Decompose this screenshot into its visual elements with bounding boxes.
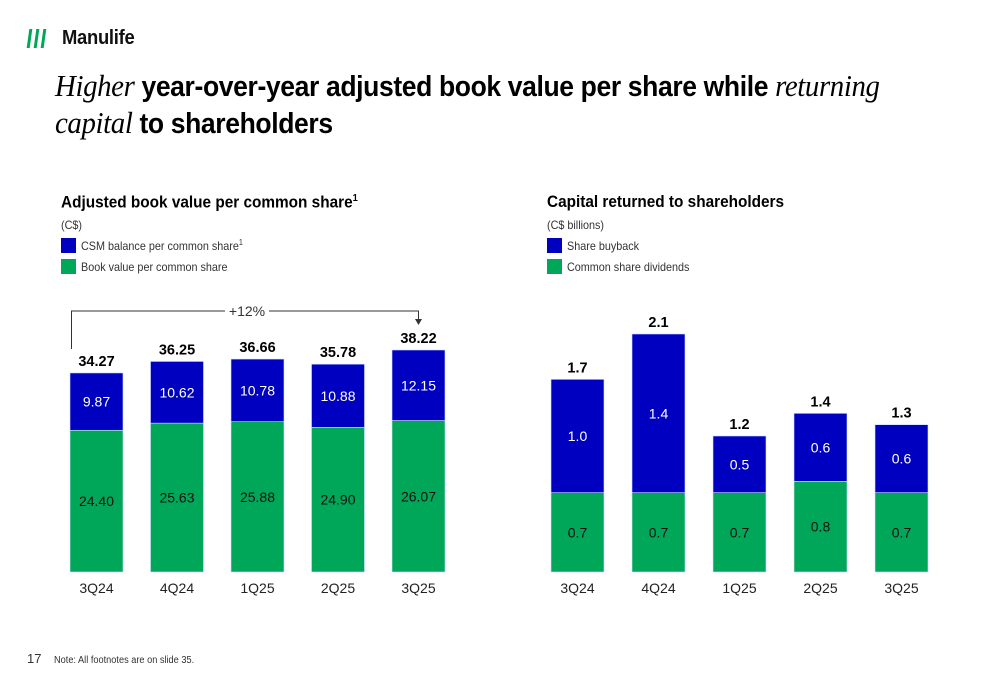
legend-book-value: Book value per common share — [61, 259, 244, 274]
capital-x-tick-label: 2Q25 — [803, 580, 837, 596]
growth-arrow-head-icon — [415, 319, 422, 325]
bvps-data-label: 26.07 — [401, 488, 436, 504]
brand-name: Manulife — [62, 27, 135, 49]
capital-data-label: 0.7 — [730, 524, 750, 540]
bvps-data-label: 10.62 — [159, 384, 194, 400]
bvps-x-tick-label: 3Q25 — [401, 580, 435, 596]
bvps-bar-green — [391, 420, 446, 573]
legend-label: Share buyback — [567, 238, 640, 253]
bvps-total-label: 38.22 — [400, 331, 436, 347]
legend-label: CSM balance per common share — [81, 239, 239, 253]
capital-x-tick-label: 3Q25 — [884, 580, 918, 596]
bvps-total-label: 36.66 — [239, 340, 275, 356]
capital-bar-green — [550, 492, 605, 573]
growth-annotation-label: +12% — [229, 303, 265, 319]
capital-data-label: 0.5 — [730, 456, 750, 472]
capital-bar-green — [631, 492, 686, 573]
capital-total-label: 1.4 — [810, 394, 830, 410]
legend-footnote: 1 — [238, 238, 243, 247]
bvps-total-label: 35.78 — [320, 345, 356, 361]
capital-data-label: 0.7 — [649, 524, 669, 540]
bvps-bar-blue — [150, 361, 204, 424]
legend-label: Common share dividends — [567, 259, 690, 274]
right-chart-title: Capital returned to shareholders — [547, 193, 785, 211]
bvps-data-label: 25.88 — [240, 489, 275, 505]
bvps-data-label: 10.78 — [240, 382, 275, 398]
title-italic-1: Higher — [55, 68, 135, 103]
page-number: 17 — [27, 651, 42, 666]
capital-data-label: 1.4 — [649, 405, 669, 421]
legend-share-buyback: Share buyback — [547, 238, 647, 253]
title-italic-2: returning capital — [55, 68, 880, 140]
capital-total-label: 1.7 — [567, 360, 587, 376]
bvps-data-label: 10.88 — [320, 388, 355, 404]
capital-data-label: 0.6 — [892, 451, 912, 467]
slide-title: Higher year-over-year adjusted book valu… — [55, 68, 892, 142]
left-chart-title-text: Adjusted book value per common share — [61, 193, 353, 212]
capital-data-label: 0.7 — [568, 524, 588, 540]
legend-swatch-green — [547, 259, 562, 274]
bvps-total-label: 36.25 — [159, 342, 195, 358]
legend-swatch-blue — [547, 238, 562, 253]
capital-total-label: 2.1 — [648, 315, 668, 331]
footnote: Note: All footnotes are on slide 35. — [54, 655, 195, 666]
right-chart-unit: (C$ billions) — [547, 218, 605, 232]
capital-data-label: 0.8 — [811, 519, 831, 535]
capital-bar-green — [793, 481, 848, 573]
growth-bracket-right — [269, 310, 419, 320]
capital-data-label: 0.7 — [892, 524, 912, 540]
bvps-data-label: 9.87 — [83, 394, 110, 410]
bvps-bar-blue — [391, 349, 446, 421]
bvps-bar-blue — [230, 358, 285, 422]
capital-total-label: 1.2 — [729, 417, 749, 433]
capital-bar-green — [712, 492, 767, 573]
capital-x-tick-label: 1Q25 — [722, 580, 756, 596]
left-chart-title-footnote: 1 — [352, 193, 358, 204]
legend-label: Book value per common share — [81, 259, 228, 274]
brand-logo: Manulife — [26, 27, 141, 50]
bvps-x-tick-label: 3Q24 — [79, 580, 113, 596]
bvps-data-label: 25.63 — [159, 490, 194, 506]
growth-bracket-left — [71, 310, 225, 349]
bvps-bar-green — [69, 429, 124, 573]
capital-data-label: 0.6 — [811, 439, 831, 455]
left-chart-unit: (C$) — [61, 218, 83, 232]
bvps-x-tick-label: 2Q25 — [321, 580, 355, 596]
capital-bar-blue — [874, 424, 929, 493]
bvps-data-label: 24.40 — [79, 493, 114, 509]
capital-data-label: 1.0 — [568, 428, 588, 444]
title-bold-2: to shareholders — [132, 108, 333, 140]
legend-csm: CSM balance per common share1 — [61, 238, 261, 253]
capital-bar-blue — [712, 435, 767, 493]
legend-swatch-blue — [61, 238, 76, 253]
capital-bar-blue — [550, 379, 605, 493]
bvps-data-label: 24.90 — [320, 492, 355, 508]
bvps-bar-green — [150, 422, 204, 573]
capital-x-tick-label: 4Q24 — [641, 580, 675, 596]
bvps-total-label: 34.27 — [78, 354, 114, 370]
legend-dividends: Common share dividends — [547, 259, 703, 274]
bvps-bar-blue — [69, 372, 124, 431]
capital-total-label: 1.3 — [891, 406, 911, 422]
title-bold-1: year-over-year adjusted book value per s… — [134, 71, 776, 103]
capital-bar-blue — [631, 333, 686, 493]
bvps-bar-green — [230, 421, 285, 573]
legend-swatch-green — [61, 259, 76, 274]
bvps-x-tick-label: 4Q24 — [160, 580, 194, 596]
bvps-x-tick-label: 1Q25 — [240, 580, 274, 596]
bvps-bar-blue — [311, 363, 365, 428]
capital-bar-blue — [793, 413, 848, 482]
capital-x-tick-label: 3Q24 — [560, 580, 594, 596]
bvps-bar-green — [311, 427, 365, 573]
left-chart-title: Adjusted book value per common share1 — [61, 193, 358, 213]
bvps-data-label: 12.15 — [401, 377, 436, 393]
